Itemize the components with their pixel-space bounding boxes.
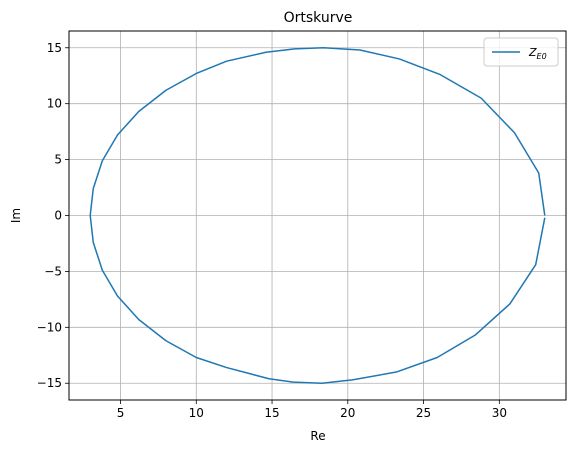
legend: ZE0 (483, 37, 559, 67)
y-tick-label: −5 (44, 264, 62, 278)
legend-series-name: Z (528, 46, 537, 59)
series-group (89, 47, 546, 384)
y-tick-label: −10 (37, 320, 62, 334)
chart-title: Ortskurve (284, 10, 353, 26)
x-tick-label: 15 (264, 406, 279, 420)
x-axis-label: Re (310, 429, 325, 443)
y-tick-label: 5 (54, 153, 62, 167)
x-tick-label: 10 (189, 406, 204, 420)
x-tick-label: 25 (416, 406, 431, 420)
x-tick-label: 5 (117, 406, 125, 420)
legend-series-subscript: E0 (537, 52, 547, 61)
x-tick-label: 30 (492, 406, 507, 420)
legend-box (483, 37, 559, 67)
x-tick-label: 20 (340, 406, 355, 420)
y-tick-label: 15 (47, 41, 62, 55)
y-tick-label: 10 (47, 97, 62, 111)
series-line-ze0 (89, 47, 546, 384)
y-axis-label: Im (9, 208, 23, 223)
x-axis-ticks: 5 10 15 20 25 30 (117, 400, 507, 420)
y-tick-label: 0 (54, 209, 62, 223)
y-tick-label: −15 (37, 376, 62, 390)
y-axis-ticks: −15 −10 −5 0 5 10 15 (37, 41, 69, 390)
legend-series-label: ZE0 (528, 46, 547, 61)
